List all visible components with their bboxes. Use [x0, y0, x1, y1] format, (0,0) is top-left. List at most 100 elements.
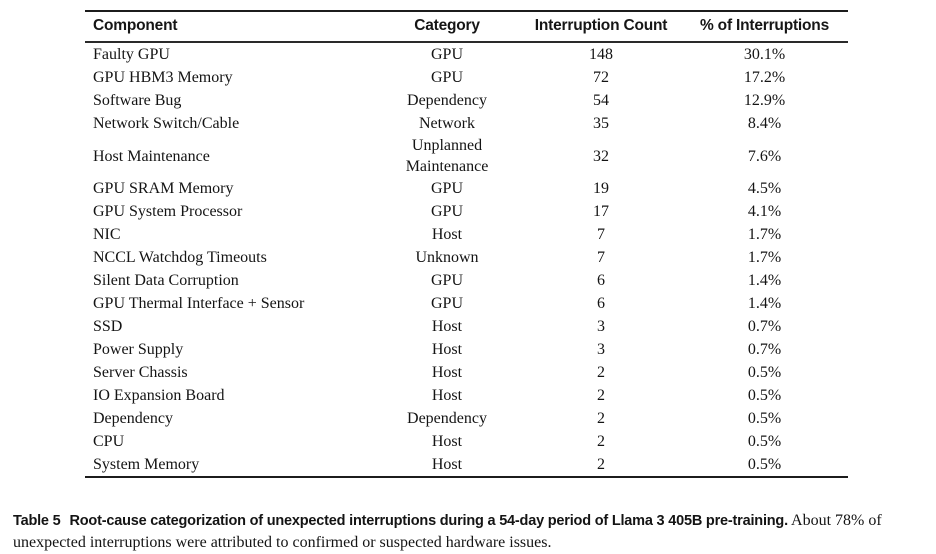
cell-interruption-count: 2: [597, 456, 605, 473]
table-row: System Memory Host 2 0.5%: [85, 453, 848, 477]
cell-pct-of-interruptions: 12.9%: [743, 92, 786, 109]
cell-pct-of-interruptions: 0.5%: [747, 410, 782, 427]
cell-category: GPU: [430, 272, 463, 289]
cell-pct-of-interruptions: 0.5%: [747, 433, 782, 450]
cell-component: Server Chassis: [93, 364, 188, 381]
table-row: Dependency Dependency 2 0.5%: [85, 407, 848, 430]
cell-component: NCCL Watchdog Timeouts: [93, 249, 267, 266]
cell-category: Unknown: [415, 249, 479, 266]
cell-category: Host: [431, 387, 463, 404]
cell-pct-of-interruptions: 4.5%: [747, 180, 782, 197]
cell-category: GPU: [430, 295, 463, 312]
table-row: Power Supply Host 3 0.7%: [85, 338, 848, 361]
cell-component: GPU Thermal Interface + Sensor: [93, 295, 305, 312]
table-row: GPU System Processor GPU 17 4.1%: [85, 200, 848, 223]
cell-pct-of-interruptions: 1.7%: [747, 249, 782, 266]
cell-pct-of-interruptions: 1.4%: [747, 295, 782, 312]
cell-interruption-count: 2: [597, 387, 605, 404]
cell-pct-of-interruptions: 0.5%: [747, 387, 782, 404]
cell-component: SSD: [93, 318, 123, 335]
table-row: GPU SRAM Memory GPU 19 4.5%: [85, 177, 848, 200]
table-row: NCCL Watchdog Timeouts Unknown 7 1.7%: [85, 246, 848, 269]
cell-component: IO Expansion Board: [93, 387, 225, 404]
cell-pct-of-interruptions: 30.1%: [743, 46, 786, 63]
table-row: Faulty GPU GPU 148 30.1%: [85, 42, 848, 66]
cell-category: Dependency: [407, 410, 487, 427]
cell-interruption-count: 7: [597, 226, 605, 243]
cell-pct-of-interruptions: 8.4%: [747, 115, 782, 132]
cell-component: Power Supply: [93, 341, 184, 358]
caption-bold-text: Root-cause categorization of unexpected …: [69, 513, 789, 529]
table-header: Component Category Interruption Count % …: [85, 11, 848, 43]
cell-category: GPU: [430, 46, 463, 63]
cell-category: Host: [431, 341, 463, 358]
table-row: Software Bug Dependency 54 12.9%: [85, 89, 848, 112]
table-row: Server Chassis Host 2 0.5%: [85, 361, 848, 384]
cell-pct-of-interruptions: 17.2%: [743, 69, 786, 86]
cell-category: Network: [419, 115, 475, 132]
cell-interruption-count: 19: [593, 180, 609, 197]
table-row: CPU Host 2 0.5%: [85, 430, 848, 453]
cell-interruption-count: 32: [593, 147, 609, 165]
cell-interruption-count: 2: [597, 433, 605, 450]
caption-body-text: About 78% of unexpected interruptions we…: [13, 512, 882, 551]
table-caption: Table 5 Root-cause categorization of unex…: [13, 510, 915, 554]
column-header-component: Component: [85, 11, 373, 43]
cell-interruption-count: 6: [597, 272, 605, 289]
cell-component: Faulty GPU: [93, 46, 170, 63]
cell-component: Silent Data Corruption: [93, 272, 239, 289]
column-header-interruption-count: Interruption Count: [521, 11, 681, 43]
cell-pct-of-interruptions: 0.7%: [747, 318, 782, 335]
cell-interruption-count: 3: [597, 318, 605, 335]
cell-component: Software Bug: [93, 92, 182, 109]
table-row: Host Maintenance Unplanned Maintenance 3…: [85, 135, 848, 177]
root-cause-table: Component Category Interruption Count % …: [85, 10, 848, 478]
table-row: IO Expansion Board Host 2 0.5%: [85, 384, 848, 407]
table-row: Silent Data Corruption GPU 6 1.4%: [85, 269, 848, 292]
cell-pct-of-interruptions: 4.1%: [747, 203, 782, 220]
table-row: SSD Host 3 0.7%: [85, 315, 848, 338]
table-row: NIC Host 7 1.7%: [85, 223, 848, 246]
cell-pct-of-interruptions: 0.5%: [747, 364, 782, 381]
cell-component: GPU SRAM Memory: [93, 180, 234, 197]
cell-component: GPU System Processor: [93, 203, 243, 220]
cell-interruption-count: 148: [589, 46, 613, 63]
table-row: GPU Thermal Interface + Sensor GPU 6 1.4…: [85, 292, 848, 315]
cell-category: GPU: [430, 69, 463, 86]
cell-component: GPU HBM3 Memory: [93, 69, 233, 86]
cell-category: Host: [431, 456, 463, 473]
cell-component: Network Switch/Cable: [93, 115, 240, 132]
cell-pct-of-interruptions: 1.7%: [747, 226, 782, 243]
cell-interruption-count: 2: [597, 364, 605, 381]
cell-pct-of-interruptions: 1.4%: [747, 272, 782, 289]
cell-interruption-count: 3: [597, 341, 605, 358]
table-row: Network Switch/Cable Network 35 8.4%: [85, 112, 848, 135]
cell-component: System Memory: [93, 456, 200, 473]
cell-component: Dependency: [93, 410, 173, 427]
cell-interruption-count: 2: [597, 410, 605, 427]
cell-interruption-count: 17: [593, 203, 609, 220]
cell-interruption-count: 72: [593, 69, 609, 86]
cell-pct-of-interruptions: 7.6%: [747, 147, 782, 165]
cell-interruption-count: 6: [597, 295, 605, 312]
table-body: Faulty GPU GPU 148 30.1% GPU HBM3 Memory…: [85, 42, 848, 477]
cell-category: Host: [431, 364, 463, 381]
cell-pct-of-interruptions: 0.7%: [747, 341, 782, 358]
column-header-category: Category: [373, 11, 521, 43]
cell-interruption-count: 54: [593, 92, 609, 109]
cell-category: Host: [431, 226, 463, 243]
cell-pct-of-interruptions: 0.5%: [747, 456, 782, 473]
cell-category: Host: [431, 433, 463, 450]
cell-category: Unplanned Maintenance: [405, 137, 489, 175]
cell-category: GPU: [430, 180, 463, 197]
cell-category: Host: [431, 318, 463, 335]
cell-category: GPU: [430, 203, 463, 220]
cell-interruption-count: 7: [597, 249, 605, 266]
cell-interruption-count: 35: [593, 115, 609, 132]
cell-component: Host Maintenance: [93, 147, 210, 165]
table-header-row: Component Category Interruption Count % …: [85, 11, 848, 43]
column-header-pct-of-interruptions: % of Interruptions: [681, 11, 848, 43]
caption-table-number: Table 5: [13, 513, 61, 529]
cell-category: Dependency: [407, 92, 487, 109]
table-row: GPU HBM3 Memory GPU 72 17.2%: [85, 66, 848, 89]
